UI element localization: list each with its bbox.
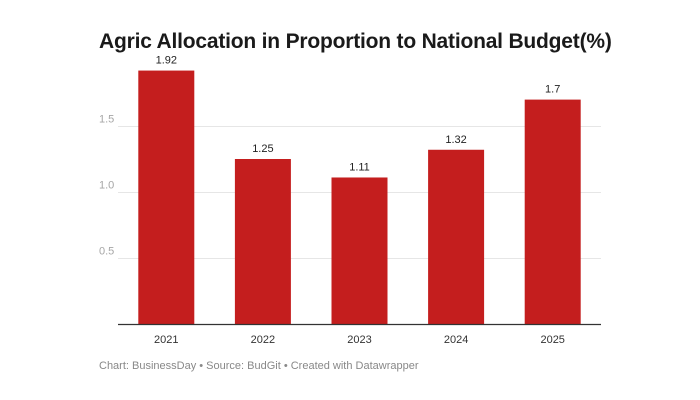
x-tick-label: 2025: [540, 334, 564, 346]
x-tick-label: 2022: [251, 334, 275, 346]
bar: [331, 177, 388, 324]
chart-source-note: Chart: BusinessDay • Source: BudGit • Cr…: [99, 360, 419, 372]
data-label: 1.11: [349, 161, 370, 173]
data-label: 1.7: [545, 84, 560, 96]
x-tick-label: 2021: [154, 334, 178, 346]
bars: [138, 70, 581, 324]
bar: [138, 70, 195, 324]
data-label: 1.32: [445, 134, 466, 146]
x-tick-label: 2023: [347, 334, 371, 346]
data-label: 1.25: [252, 143, 273, 155]
bar: [234, 159, 291, 324]
labels: 0.5 1.0 1.5 1.92 2021 1.25 2022 1.11 2023 1.32 202…: [99, 55, 565, 346]
bar: [428, 149, 485, 324]
y-tick-label: 1.5: [99, 114, 114, 126]
x-tick-label: 2024: [444, 334, 468, 346]
y-tick-label: 1.0: [99, 180, 114, 192]
chart-title: Agric Allocation in Proportion to Nation…: [99, 30, 612, 53]
data-label: 1.92: [156, 55, 177, 67]
y-tick-label: 0.5: [99, 246, 114, 258]
bar: [524, 99, 581, 324]
